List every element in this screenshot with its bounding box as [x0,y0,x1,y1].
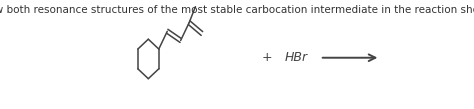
Text: HBr: HBr [284,51,308,64]
Text: Draw both resonance structures of the most stable carbocation intermediate in th: Draw both resonance structures of the mo… [0,5,474,15]
Text: +: + [262,51,273,64]
